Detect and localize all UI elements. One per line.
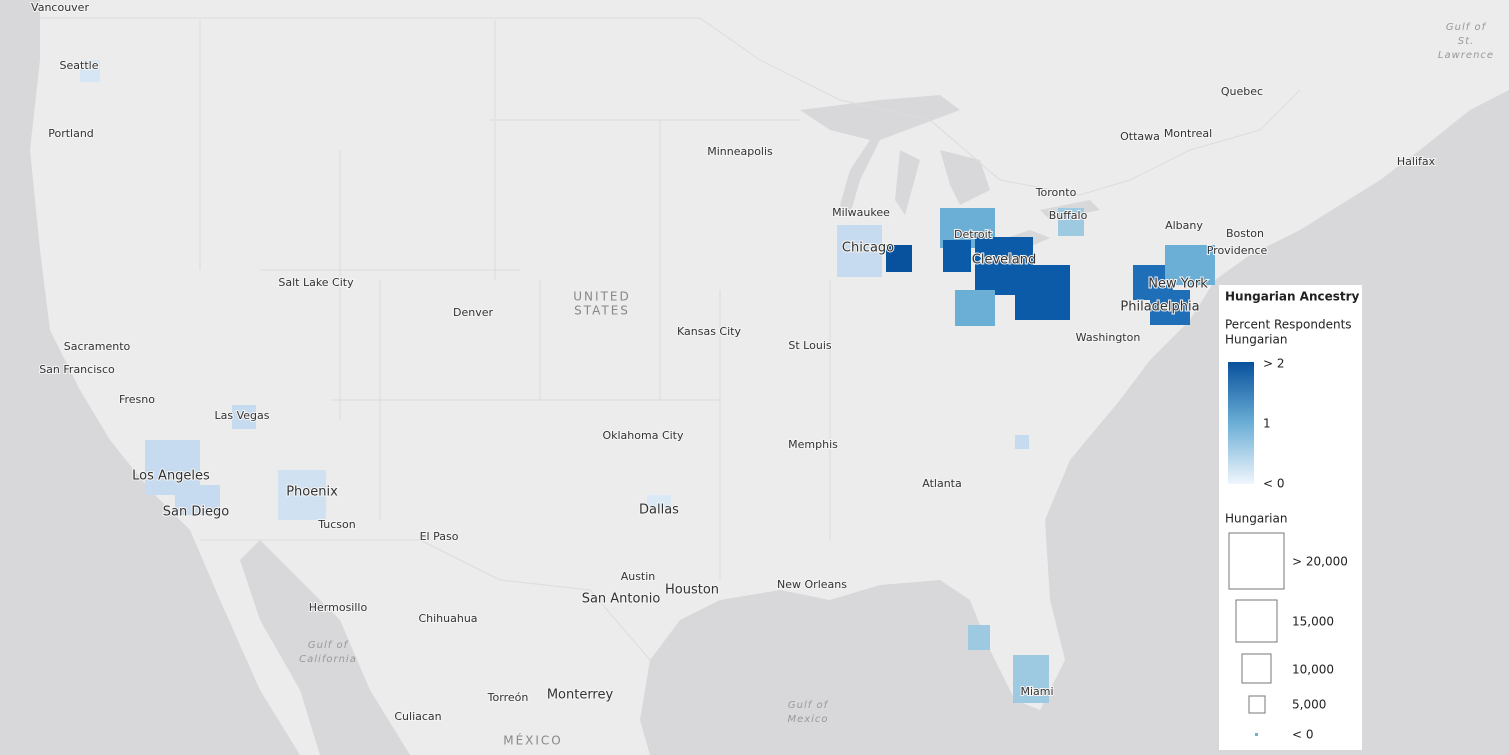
place-label: Detroit [954, 228, 993, 241]
place-label: St Louis [788, 339, 831, 352]
place-label: Ottawa [1120, 130, 1160, 143]
place-label: New York [1148, 277, 1208, 292]
region-square [1015, 435, 1029, 449]
place-label: Chicago [842, 241, 894, 256]
legend-color-title: Hungarian [1225, 333, 1287, 347]
region-square [232, 405, 256, 429]
great-lakes [800, 95, 1100, 255]
size-swatch [1228, 532, 1285, 590]
place-label: Minneapolis [707, 145, 773, 158]
place-label: Monterrey [547, 688, 614, 703]
region-square [647, 495, 671, 509]
place-label: Seattle [60, 59, 99, 72]
data-squares [80, 60, 1215, 703]
place-labels: Vancouver Seattle Portland Quebec Ottawa Mont… [30, 0, 1494, 748]
place-label: Torreón [487, 691, 529, 704]
size-swatch [1248, 695, 1266, 714]
region-square [955, 290, 995, 326]
place-label: Phoenix [286, 485, 338, 500]
water-label: Gulf of [308, 640, 349, 651]
place-label: San Diego [163, 505, 229, 520]
water-label: Gulf of [788, 700, 829, 711]
color-label: > 2 [1263, 357, 1285, 371]
place-label: Denver [453, 306, 493, 319]
place-label: Philadelphia [1120, 300, 1199, 315]
region-square [968, 625, 990, 650]
place-label: Vancouver [31, 1, 89, 14]
region-square [175, 485, 220, 515]
region-square [278, 470, 326, 520]
legend-title: Hungarian Ancestry [1225, 290, 1360, 304]
size-swatch [1255, 733, 1258, 736]
country-label: MÉXICO [503, 733, 563, 748]
color-label: 1 [1263, 417, 1271, 431]
place-label: Las Vegas [215, 409, 270, 422]
size-label: 10,000 [1292, 663, 1334, 677]
legend-color-title: Percent Respondents [1225, 318, 1352, 332]
region-square [1150, 290, 1190, 325]
place-label: Memphis [788, 438, 838, 451]
place-label: Dallas [639, 503, 679, 518]
place-label: Fresno [119, 393, 155, 406]
size-label: > 20,000 [1292, 555, 1348, 569]
region-square [1015, 265, 1070, 320]
place-label: Oklahoma City [602, 429, 684, 442]
region-square [1058, 208, 1084, 236]
place-label: Albany [1165, 219, 1203, 232]
place-label: Sacramento [64, 340, 131, 353]
color-ramp [1228, 362, 1254, 484]
place-label: Houston [665, 583, 719, 598]
region-square [943, 240, 971, 272]
water-label: St. [1458, 36, 1474, 47]
place-label: San Antonio [582, 592, 661, 607]
place-label: Providence [1207, 244, 1268, 257]
place-label: Austin [621, 570, 656, 583]
size-swatch [1241, 653, 1272, 684]
region-square [886, 245, 912, 272]
place-label: Los Angeles [132, 469, 210, 484]
place-label: Culiacan [394, 710, 441, 723]
borders [40, 17, 1301, 661]
place-label: Buffalo [1049, 209, 1088, 222]
place-label: Halifax [1397, 155, 1436, 168]
place-label: Atlanta [922, 477, 961, 490]
place-label: San Francisco [39, 363, 115, 376]
water-label: California [299, 654, 357, 665]
place-label: Salt Lake City [278, 276, 354, 289]
place-label: Chihuahua [418, 612, 477, 625]
color-label: < 0 [1263, 477, 1285, 491]
region-square [1165, 245, 1215, 285]
size-label: 15,000 [1292, 615, 1334, 629]
water-label: Gulf of [1446, 22, 1487, 33]
place-label: Portland [48, 127, 94, 140]
place-label: Tucson [317, 518, 356, 531]
place-label: Washington [1076, 331, 1141, 344]
water-label: Lawrence [1438, 50, 1494, 61]
place-label: Montreal [1164, 127, 1212, 140]
place-label: Miami [1020, 685, 1053, 698]
place-label: Milwaukee [832, 206, 890, 219]
place-label: El Paso [420, 530, 459, 543]
place-label: Boston [1226, 227, 1264, 240]
region-square [1013, 655, 1049, 703]
size-label: 5,000 [1292, 698, 1326, 712]
place-label: New Orleans [777, 578, 847, 591]
region-square [80, 60, 100, 82]
place-label: Toronto [1035, 186, 1077, 199]
region-square [837, 225, 882, 277]
place-label: Cleveland [972, 253, 1036, 268]
legend-size-title: Hungarian [1225, 512, 1287, 526]
place-label: Hermosillo [309, 601, 368, 614]
country-label: UNITED [573, 290, 630, 304]
water-label: Mexico [787, 714, 828, 725]
size-label: < 0 [1292, 728, 1314, 742]
place-label: Quebec [1221, 85, 1263, 98]
country-label: STATES [574, 304, 630, 318]
land [30, 0, 1509, 755]
size-swatch [1235, 599, 1278, 643]
place-label: Kansas City [677, 325, 741, 338]
